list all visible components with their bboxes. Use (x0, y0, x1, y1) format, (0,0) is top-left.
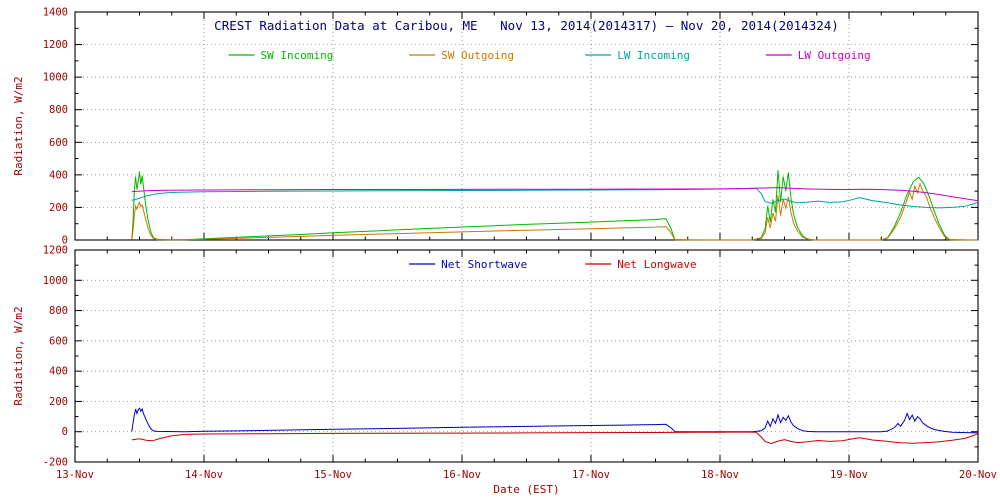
x-tick-label: 13-Nov (56, 469, 94, 481)
y-tick-label: 1200 (43, 39, 68, 51)
legend-item-lw-outgoing: LW Outgoing (765, 49, 871, 62)
top-panel: 0 200 400 600 800 1000 1200 1400 CREST Radiation… (12, 7, 979, 247)
y-tick-label: 800 (49, 104, 68, 116)
y-tick-label: 400 (49, 169, 68, 181)
legend-item-sw-outgoing: SW Outgoing (409, 49, 514, 62)
y-tick-label: 0 (62, 426, 68, 438)
x-tick-label: 18-Nov (701, 469, 739, 481)
series-lw-outgoing (131, 187, 979, 202)
series-sw-outgoing (131, 182, 979, 241)
y-tick-label: -200 (43, 457, 68, 469)
y-tick-label: 600 (49, 335, 68, 347)
legend-item-net-shortwave: Net Shortwave (409, 258, 527, 271)
y-tick-label: 0 (62, 235, 68, 247)
plot-frame (74, 249, 979, 463)
legend-label: Net Longwave (617, 258, 696, 271)
series-net-longwave (131, 431, 979, 445)
series-lw-incoming (131, 187, 979, 209)
y-tick-label: 400 (49, 366, 68, 378)
y-tick-label: 200 (49, 202, 68, 214)
legend-item-sw-incoming: SW Incoming (228, 49, 334, 62)
x-tick-label: 14-Nov (185, 469, 223, 481)
x-tick-label: 15-Nov (314, 469, 352, 481)
y-axis-label: Radiation, W/m2 (12, 76, 25, 175)
y-tick-label: 1200 (43, 245, 68, 257)
legend-item-net-longwave: Net Longwave (585, 258, 697, 271)
x-tick-label: 19-Nov (830, 469, 868, 481)
legend-label: Net Shortwave (441, 258, 527, 271)
legend-item-lw-incoming: LW Incoming (585, 49, 690, 62)
y-tick-label: 1000 (43, 275, 68, 287)
legend-label: LW Incoming (617, 49, 690, 62)
chart-title: CREST Radiation Data at Caribou, ME Nov … (214, 18, 839, 33)
y-tick-label: 600 (49, 137, 68, 149)
plot-frame (74, 11, 979, 241)
bottom-panel: -200 0 200 400 600 800 1000 1200 13-Nov 14-Nov 15-… (12, 245, 997, 497)
y-tick-label: 800 (49, 305, 68, 317)
legend-label: SW Incoming (261, 49, 334, 62)
y-tick-label: 1400 (43, 7, 68, 19)
x-axis-label: Date (EST) (493, 483, 559, 496)
legend-label: LW Outgoing (798, 49, 871, 62)
series-net-shortwave (131, 407, 979, 434)
y-tick-label: 200 (49, 396, 68, 408)
y-tick-label: 1000 (43, 72, 68, 84)
x-tick-label: 16-Nov (443, 469, 481, 481)
legend-label: SW Outgoing (441, 49, 514, 62)
x-tick-label: 17-Nov (572, 469, 610, 481)
x-tick-label: 20-Nov (959, 469, 997, 481)
y-axis-label: Radiation, W/m2 (12, 306, 25, 405)
